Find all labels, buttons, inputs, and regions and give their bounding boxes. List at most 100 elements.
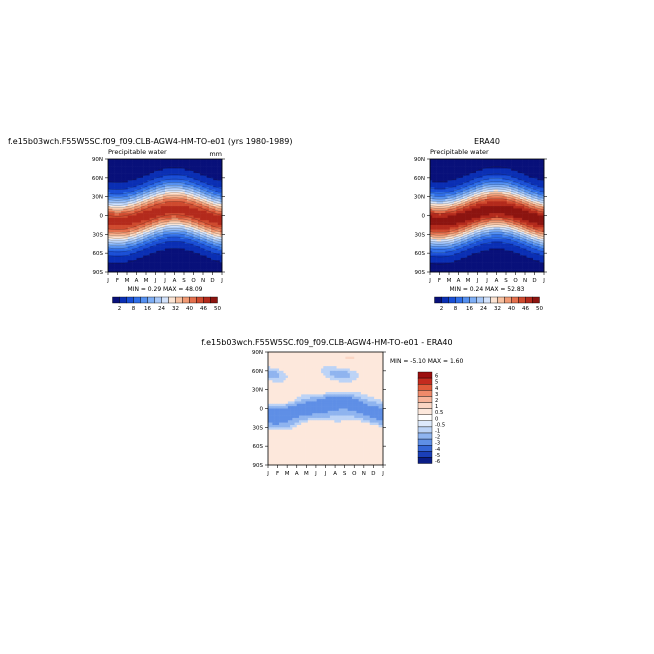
field-cell bbox=[530, 182, 534, 186]
field-cell bbox=[171, 220, 175, 223]
field-cell bbox=[480, 227, 483, 230]
field-cell bbox=[211, 227, 214, 230]
field-cell bbox=[178, 269, 181, 273]
field-cell bbox=[504, 236, 508, 240]
field-cell bbox=[458, 159, 461, 162]
field-cell bbox=[526, 241, 529, 245]
field-cell bbox=[112, 229, 115, 233]
field-cell bbox=[443, 175, 446, 179]
field-cell bbox=[449, 243, 453, 247]
field-cell bbox=[125, 255, 129, 259]
field-cell bbox=[134, 206, 137, 209]
field-cell bbox=[473, 170, 477, 174]
field-cell bbox=[447, 241, 451, 245]
field-cell bbox=[165, 180, 168, 183]
field-cell bbox=[517, 189, 521, 193]
field-cell bbox=[213, 163, 216, 167]
field-cell bbox=[147, 267, 150, 270]
field-cell bbox=[451, 208, 455, 212]
field-cell bbox=[460, 203, 464, 207]
field-cell bbox=[165, 222, 168, 226]
field-cell bbox=[129, 168, 133, 172]
field-cell bbox=[211, 187, 214, 190]
colorbar-label: 46 bbox=[200, 306, 207, 312]
field-cell bbox=[118, 184, 122, 188]
field-cell bbox=[451, 203, 455, 207]
field-cell bbox=[145, 262, 148, 266]
field-cell bbox=[449, 194, 453, 197]
field-cell bbox=[513, 227, 516, 230]
field-cell bbox=[526, 177, 529, 181]
field-cell bbox=[191, 213, 194, 216]
field-cell bbox=[482, 250, 486, 254]
field-cell bbox=[151, 250, 155, 254]
field-cell bbox=[129, 208, 133, 212]
field-cell bbox=[140, 196, 144, 200]
field-cell bbox=[171, 161, 175, 164]
field-cell bbox=[165, 210, 168, 214]
field-cell bbox=[154, 220, 157, 223]
field-cell bbox=[524, 241, 527, 245]
field-cell bbox=[432, 159, 435, 162]
field-cell bbox=[165, 199, 168, 202]
field-cell bbox=[143, 175, 146, 179]
field-cell bbox=[533, 255, 536, 259]
field-cell bbox=[451, 194, 455, 197]
field-cell bbox=[471, 264, 475, 268]
field-cell bbox=[215, 187, 218, 190]
field-cell bbox=[533, 194, 536, 197]
field-cell bbox=[145, 168, 148, 172]
field-cell bbox=[482, 187, 486, 190]
field-cell bbox=[500, 170, 503, 174]
field-cell bbox=[156, 170, 159, 174]
field-cell bbox=[519, 217, 523, 221]
field-cell bbox=[506, 196, 510, 200]
field-cell bbox=[186, 227, 190, 230]
field-cell bbox=[528, 227, 532, 230]
field-cell bbox=[535, 208, 538, 212]
field-cell bbox=[147, 166, 150, 169]
field-cell bbox=[465, 234, 468, 237]
field-cell bbox=[454, 201, 457, 205]
field-cell bbox=[491, 231, 494, 235]
field-cell bbox=[208, 241, 212, 245]
field-cell bbox=[215, 262, 218, 266]
field-cell bbox=[500, 222, 503, 226]
field-cell bbox=[462, 184, 466, 188]
field-cell bbox=[186, 208, 190, 212]
field-cell bbox=[129, 210, 133, 214]
contour-line bbox=[107, 241, 223, 257]
field-cell bbox=[114, 255, 118, 259]
y-tick-label: 30N bbox=[92, 195, 103, 201]
field-cell bbox=[460, 208, 464, 212]
field-cell bbox=[158, 182, 161, 186]
field-cell bbox=[462, 180, 466, 183]
field-cell bbox=[193, 248, 196, 252]
field-cell bbox=[162, 196, 166, 200]
field-cell bbox=[458, 248, 461, 252]
field-cell bbox=[215, 203, 218, 207]
field-cell bbox=[497, 208, 501, 212]
field-cell bbox=[189, 217, 192, 221]
field-cell bbox=[149, 257, 153, 261]
field-cell bbox=[211, 224, 214, 228]
field-cell bbox=[114, 227, 118, 230]
field-cell bbox=[195, 250, 199, 254]
field-cell bbox=[454, 173, 457, 176]
field-cell bbox=[447, 222, 451, 226]
field-cell bbox=[129, 196, 133, 200]
field-cell bbox=[451, 180, 455, 183]
field-cell bbox=[462, 248, 466, 252]
field-cell bbox=[108, 248, 111, 252]
field-cell bbox=[173, 168, 177, 172]
field-cell bbox=[469, 239, 472, 242]
field-cell bbox=[506, 170, 510, 174]
field-cell bbox=[191, 236, 194, 240]
field-cell bbox=[132, 168, 135, 172]
field-cell bbox=[110, 166, 113, 169]
field-cell bbox=[537, 184, 540, 188]
field-cell bbox=[154, 159, 157, 162]
field-cell bbox=[193, 264, 196, 268]
field-cell bbox=[528, 239, 532, 242]
field-cell bbox=[215, 213, 218, 216]
